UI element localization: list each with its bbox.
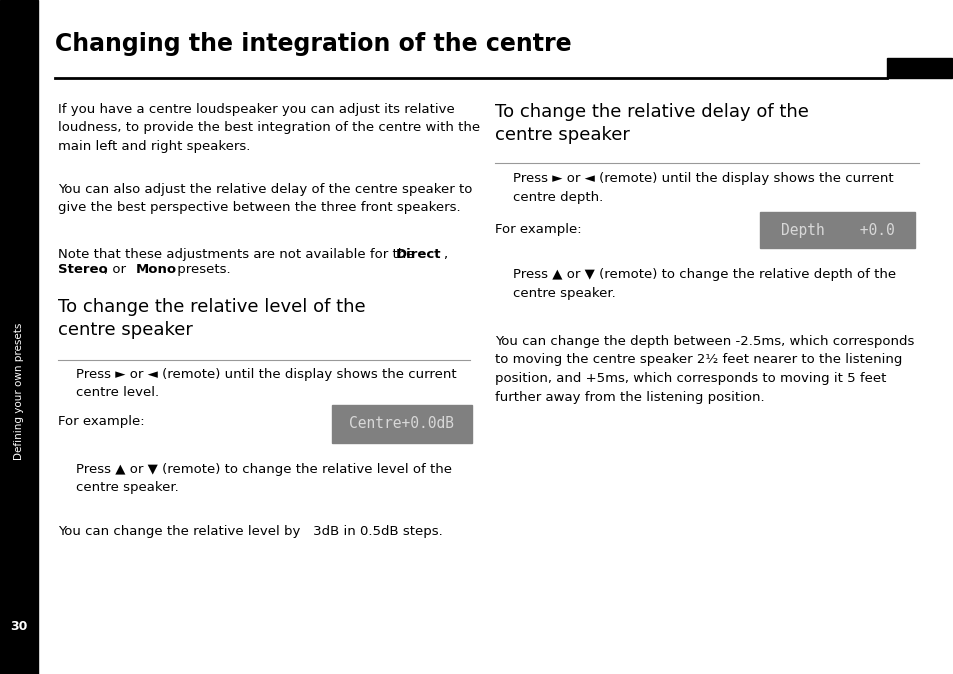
Text: You can change the depth between -2.5ms, which corresponds
to moving the centre : You can change the depth between -2.5ms,… [495,335,913,404]
Text: For example:: For example: [495,223,581,236]
Text: If you have a centre loudspeaker you can adjust its relative
loudness, to provid: If you have a centre loudspeaker you can… [58,103,479,153]
Text: 30: 30 [10,620,28,634]
Text: Press ► or ◄ (remote) until the display shows the current
centre level.: Press ► or ◄ (remote) until the display … [76,368,456,400]
Text: Press ▲ or ▼ (remote) to change the relative depth of the
centre speaker.: Press ▲ or ▼ (remote) to change the rela… [513,268,895,299]
Text: Changing the integration of the centre: Changing the integration of the centre [55,32,571,56]
Bar [760,212,914,248]
Bar [886,58,951,78]
Text: You can also adjust the relative delay of the centre speaker to
give the best pe: You can also adjust the relative delay o… [58,183,472,214]
Text: To change the relative delay of the
centre speaker: To change the relative delay of the cent… [495,103,808,144]
Text: , or: , or [104,263,131,276]
Text: Direct: Direct [395,248,441,261]
Text: Defining your own presets: Defining your own presets [14,322,24,460]
Bar [332,405,472,443]
Text: Stereo: Stereo [58,263,108,276]
Text: Centre+0.0dB: Centre+0.0dB [349,417,454,431]
Text: For example:: For example: [58,415,145,428]
Text: Press ▲ or ▼ (remote) to change the relative level of the
centre speaker.: Press ▲ or ▼ (remote) to change the rela… [76,463,452,495]
Text: presets.: presets. [172,263,231,276]
Text: Note that these adjustments are not available for the: Note that these adjustments are not avai… [58,248,418,261]
Text: Mono: Mono [136,263,177,276]
Bar [0,0,38,674]
Text: Depth    +0.0: Depth +0.0 [780,222,893,237]
Text: ,: , [442,248,447,261]
Text: To change the relative level of the
centre speaker: To change the relative level of the cent… [58,298,365,339]
Text: Press ► or ◄ (remote) until the display shows the current
centre depth.: Press ► or ◄ (remote) until the display … [513,172,893,204]
Text: You can change the relative level by   3dB in 0.5dB steps.: You can change the relative level by 3dB… [58,525,442,538]
